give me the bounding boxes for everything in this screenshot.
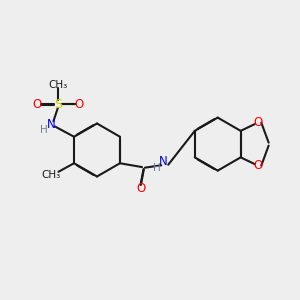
Text: S: S — [54, 98, 62, 111]
Text: CH₃: CH₃ — [42, 170, 61, 180]
Text: O: O — [136, 182, 145, 195]
Text: O: O — [253, 116, 262, 129]
Text: CH₃: CH₃ — [48, 80, 68, 90]
Text: N: N — [47, 118, 56, 131]
Text: O: O — [253, 159, 262, 172]
Text: N: N — [159, 155, 168, 168]
Text: O: O — [74, 98, 84, 111]
Text: H: H — [40, 125, 48, 135]
Text: H: H — [154, 163, 161, 173]
Text: O: O — [32, 98, 41, 111]
